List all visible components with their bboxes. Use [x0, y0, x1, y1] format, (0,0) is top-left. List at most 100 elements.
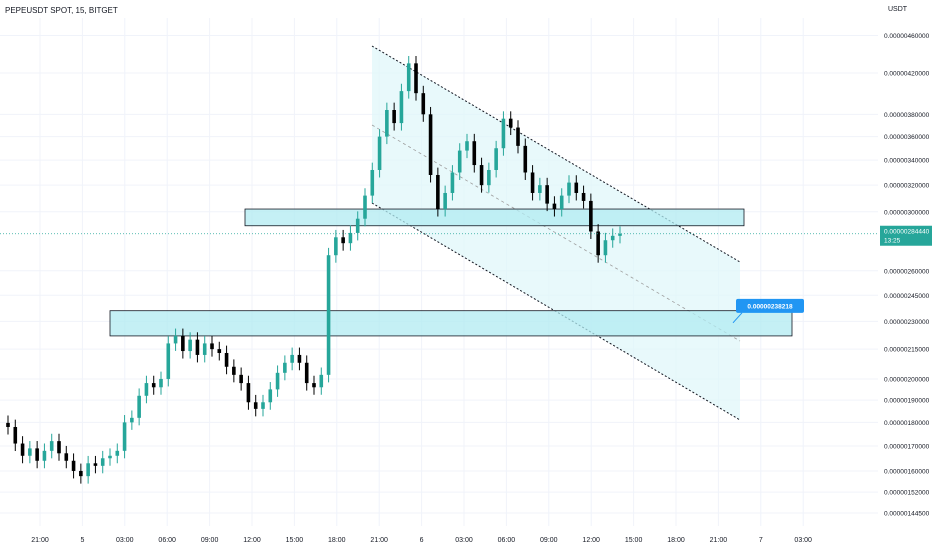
- candle-body: [268, 389, 273, 403]
- candle-body: [253, 402, 258, 409]
- candle-body: [173, 335, 178, 344]
- candle-body: [151, 383, 156, 388]
- candle-body: [545, 185, 549, 204]
- candle-body: [589, 200, 593, 232]
- y-tick-label: 0.00000260000: [884, 268, 930, 275]
- candle-body: [181, 335, 185, 352]
- candle-body: [574, 182, 579, 193]
- sr-zone[interactable]: [244, 208, 745, 227]
- channel-fill: [372, 46, 740, 420]
- candle-body: [334, 237, 338, 256]
- candle-body: [130, 417, 134, 423]
- sr-zone[interactable]: [109, 310, 793, 337]
- y-tick-label: 0.00000460000: [884, 33, 930, 40]
- candle-body: [115, 450, 120, 456]
- candle-body: [122, 422, 127, 451]
- candle-body: [508, 118, 513, 128]
- candle-body: [385, 109, 389, 137]
- target-callout-pointer: [732, 312, 743, 324]
- candle-body: [319, 374, 324, 388]
- x-tick-label: 18:00: [328, 537, 346, 544]
- y-tick-label: 0.00000200000: [884, 376, 930, 383]
- candle-body: [406, 63, 411, 92]
- candle-body: [195, 339, 200, 355]
- candle-body: [224, 352, 229, 367]
- candle-body: [494, 148, 498, 170]
- x-tick-label: 18:00: [667, 537, 685, 544]
- symbol-title: PEPEUSDT SPOT, 15, BITGET: [5, 6, 118, 15]
- y-tick-label: 0.00000160000: [884, 468, 930, 475]
- candle-body: [538, 185, 542, 193]
- candle-body: [618, 233, 622, 236]
- x-tick-label: 03:00: [116, 537, 134, 544]
- candle-body: [436, 174, 440, 210]
- candle-body: [159, 378, 163, 388]
- y-tick-label: 0.00000144500: [884, 510, 930, 517]
- candle-body: [166, 343, 171, 379]
- candle-body: [472, 141, 477, 166]
- candle-body: [100, 458, 105, 466]
- candle-body: [246, 383, 251, 403]
- price-tag-countdown: 13:25: [884, 238, 901, 245]
- x-tick-label: 09:00: [201, 537, 219, 544]
- candle-body: [64, 453, 69, 461]
- candle-body: [530, 172, 535, 193]
- price-tag-value: 0.00000284440: [884, 229, 930, 236]
- candle-body: [232, 366, 236, 375]
- candle-body: [137, 395, 141, 418]
- candle-body: [501, 118, 506, 149]
- candle-body: [487, 169, 491, 186]
- candle-body: [290, 354, 294, 363]
- x-tick-label: 21:00: [710, 537, 728, 544]
- candle-body: [13, 426, 18, 444]
- candle-body: [217, 349, 222, 353]
- channel-upper-line: [371, 45, 741, 263]
- candle-body: [239, 374, 243, 384]
- candle-body: [567, 182, 571, 196]
- x-tick-label: 09:00: [540, 537, 558, 544]
- candle-body: [202, 343, 207, 355]
- candle-body: [108, 455, 112, 459]
- x-tick-label: 12:00: [582, 537, 600, 544]
- candle-body: [57, 441, 61, 454]
- candle-body: [610, 235, 615, 241]
- candle-body: [275, 372, 280, 390]
- x-tick-label: 03:00: [794, 537, 812, 544]
- candle-body: [465, 141, 469, 151]
- candle-body: [49, 441, 54, 451]
- candle-body: [428, 114, 433, 175]
- candle-body: [79, 470, 83, 477]
- candle-body: [479, 165, 484, 186]
- y-tick-label: 0.00000190000: [884, 398, 930, 405]
- candle-body: [312, 383, 316, 388]
- candle-body: [35, 448, 39, 461]
- candle-body: [42, 450, 47, 461]
- x-tick-label: 03:00: [455, 537, 473, 544]
- candle-body: [341, 237, 345, 244]
- y-tick-label: 0.00000245000: [884, 293, 930, 300]
- y-tick-label: 0.00000320000: [884, 183, 930, 190]
- x-tick-label: 7: [759, 537, 763, 544]
- candle-body: [552, 203, 557, 210]
- candle-body: [93, 463, 98, 466]
- candle-body: [603, 240, 608, 256]
- y-tick-label: 0.00000170000: [884, 443, 930, 450]
- y-tick-label: 0.00000152000: [884, 490, 930, 497]
- candle-body: [516, 127, 520, 146]
- y-tick-label: 0.00000215000: [884, 347, 930, 354]
- currency-label: USDT: [888, 6, 908, 13]
- candle-body: [392, 109, 396, 124]
- y-tick-label: 0.00000300000: [884, 209, 930, 216]
- candle-body: [86, 463, 90, 477]
- candle-body: [399, 91, 404, 124]
- candle-body: [377, 136, 382, 170]
- x-tick-label: 5: [80, 537, 84, 544]
- candle-body: [326, 255, 331, 375]
- y-tick-label: 0.00000360000: [884, 134, 930, 141]
- x-tick-label: 6: [420, 537, 424, 544]
- candle-body: [144, 383, 149, 396]
- target-callout-box[interactable]: [736, 298, 804, 313]
- candle-body: [370, 169, 375, 196]
